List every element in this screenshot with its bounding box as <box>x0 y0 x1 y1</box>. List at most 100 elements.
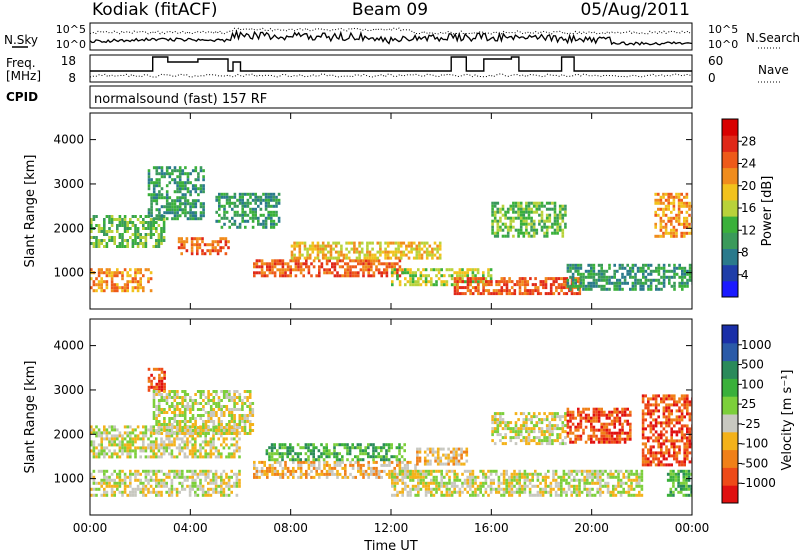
heatmap-cell <box>662 201 665 205</box>
heatmap-cell <box>678 263 681 267</box>
heatmap-cell <box>422 280 425 284</box>
heatmap-cell <box>251 414 255 417</box>
heatmap-cell <box>214 449 218 453</box>
heatmap-cell <box>509 228 513 232</box>
heatmap-cell <box>493 204 497 208</box>
heatmap-cell <box>170 443 174 447</box>
heatmap-cell <box>204 426 208 429</box>
heatmap-cell <box>152 233 155 236</box>
heatmap-cell <box>330 452 334 456</box>
heatmap-cell <box>440 268 443 272</box>
heatmap-cell <box>482 277 485 281</box>
heatmap-cell <box>613 263 616 267</box>
heatmap-cell <box>354 265 357 269</box>
heatmap-cell <box>588 475 592 479</box>
noise-right-tick-top: 10^5 <box>708 23 738 36</box>
heatmap-cell <box>123 437 127 441</box>
heatmap-cell <box>644 406 647 410</box>
heatmap-cell <box>502 478 506 482</box>
heatmap-cell <box>207 426 210 429</box>
heatmap-cell <box>492 469 495 473</box>
heatmap-cell <box>90 440 93 444</box>
heatmap-cell <box>398 460 402 464</box>
heatmap-cell <box>380 449 383 453</box>
heatmap-cell <box>621 266 624 270</box>
heatmap-cell <box>203 252 207 256</box>
heatmap-cell <box>225 429 229 432</box>
heatmap-cell <box>202 187 205 191</box>
heatmap-cell <box>461 280 465 284</box>
heatmap-cell <box>238 222 242 226</box>
heatmap-cell <box>522 219 526 223</box>
heatmap-cell <box>264 192 268 196</box>
heatmap-cell <box>356 443 360 447</box>
heatmap-cell <box>543 430 546 434</box>
heatmap-cell <box>621 437 624 441</box>
heatmap-cell <box>670 222 673 226</box>
heatmap-cell <box>613 287 616 291</box>
heatmap-cell <box>587 272 590 276</box>
heatmap-cell <box>449 459 453 463</box>
heatmap-cell <box>168 490 171 494</box>
heatmap-cell <box>640 469 644 473</box>
heatmap-cell <box>401 493 404 497</box>
heatmap-cell <box>183 478 187 482</box>
heatmap-cell <box>142 286 145 290</box>
heatmap-cell <box>224 252 228 256</box>
heatmap-cell <box>92 289 96 293</box>
heatmap-cell <box>299 458 302 462</box>
heatmap-cell <box>257 219 260 223</box>
heatmap-cell <box>590 263 593 267</box>
heatmap-cell <box>272 219 276 223</box>
heatmap-cell <box>647 406 650 410</box>
heatmap-cell <box>522 234 526 238</box>
heatmap-cell <box>547 469 550 473</box>
heatmap-cell <box>309 452 313 456</box>
heatmap-cell <box>389 250 393 254</box>
heatmap-cell <box>578 487 581 491</box>
colorbar-segment <box>722 199 738 217</box>
heatmap-cell <box>170 455 174 459</box>
heatmap-cell <box>178 396 182 399</box>
heatmap-cell <box>436 462 440 466</box>
heatmap-cell <box>613 410 616 414</box>
heatmap-cell <box>573 469 576 473</box>
heatmap-cell <box>482 271 485 275</box>
heatmap-cell <box>171 211 174 215</box>
heatmap-cell <box>341 460 344 464</box>
heatmap-cell <box>504 436 507 440</box>
heatmap-cell <box>129 472 132 476</box>
heatmap-cell <box>113 218 116 221</box>
heatmap-cell <box>605 437 609 441</box>
heatmap-cell <box>513 475 516 479</box>
heatmap-cell <box>235 440 239 444</box>
heatmap-cell <box>168 202 172 206</box>
heatmap-cell <box>95 446 98 450</box>
heatmap-cell <box>165 475 168 479</box>
heatmap-cell <box>636 281 640 285</box>
heatmap-cell <box>394 253 398 257</box>
heatmap-cell <box>535 442 539 446</box>
heatmap-cell <box>222 426 226 429</box>
heatmap-cell <box>152 224 155 227</box>
heatmap-cell <box>265 452 269 456</box>
heatmap-cell <box>418 450 422 454</box>
heatmap-cell <box>616 269 619 273</box>
heatmap-cell <box>613 416 616 420</box>
heatmap-cell <box>320 262 324 266</box>
heatmap-cell <box>134 455 137 459</box>
heatmap-cell <box>474 286 478 290</box>
heatmap-cell <box>393 262 396 266</box>
heatmap-cell <box>575 490 579 494</box>
heatmap-cell <box>333 472 337 476</box>
heatmap-cell <box>134 227 137 230</box>
heatmap-cell <box>574 281 577 285</box>
heatmap-cell <box>474 277 478 281</box>
heatmap-cell <box>142 446 145 450</box>
heatmap-cell <box>476 493 480 497</box>
heatmap-cell <box>296 452 300 456</box>
heatmap-cell <box>329 256 333 260</box>
heatmap-cell <box>271 259 274 263</box>
heatmap-cell <box>116 428 119 432</box>
heatmap-cell <box>662 397 666 401</box>
